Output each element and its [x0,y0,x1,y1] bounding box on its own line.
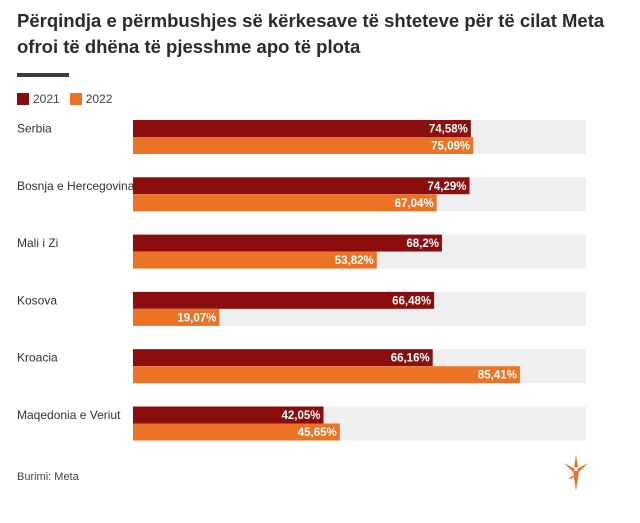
legend-swatch-2021 [17,93,29,105]
legend: 2021 2022 [17,92,122,106]
bar-2022 [133,194,437,212]
data-label: 68,2% [406,238,439,250]
data-label: 67,04% [395,198,434,210]
category-label: Kosova [17,293,57,307]
data-label: 45,65% [298,427,337,439]
bar-2022 [133,308,220,326]
legend-label-2022: 2022 [85,92,113,106]
source-note: Burimi: Meta [17,471,79,483]
category-label: Maqedonia e Veriut [17,408,121,422]
category-label: Bosnja e Hercegovina [17,179,135,193]
category-label: Mali i Zi [17,236,58,250]
data-label: 75,09% [431,141,470,153]
bar-2022 [133,137,474,154]
chart-title: Përqindja e përmbushjes së kërkesave të … [17,10,605,57]
legend-item-2021: 2021 [17,92,60,106]
bar-2021 [133,291,435,309]
bar-2021 [133,234,442,252]
data-label: 74,58% [429,124,468,136]
bar-2021 [133,349,433,367]
data-label: 66,48% [392,295,431,307]
bar-2021 [133,120,471,137]
rfe-rl-logo [560,453,592,498]
data-label: 53,82% [335,255,374,267]
legend-label-2021: 2021 [33,92,60,106]
title-underline [17,73,69,77]
category-label: Serbia [17,122,52,136]
data-label: 66,16% [391,353,430,365]
data-label: 19,07% [177,312,216,324]
category-label: Kroacia [17,351,58,365]
bar-2021 [133,177,470,195]
data-label: 85,41% [478,370,517,382]
bar-2022 [133,423,340,441]
data-label: 74,29% [428,181,467,193]
bar-chart: Serbia 74,58% 75,09% Bosnja e Hercegovina 74… [17,120,586,441]
bar-2022 [133,251,377,269]
data-label: 42,05% [281,410,320,422]
legend-item-2022: 2022 [69,92,113,106]
bar-2022 [133,366,520,384]
legend-swatch-2022 [69,93,82,105]
bar-track [133,308,586,326]
bar-2021 [133,406,324,424]
